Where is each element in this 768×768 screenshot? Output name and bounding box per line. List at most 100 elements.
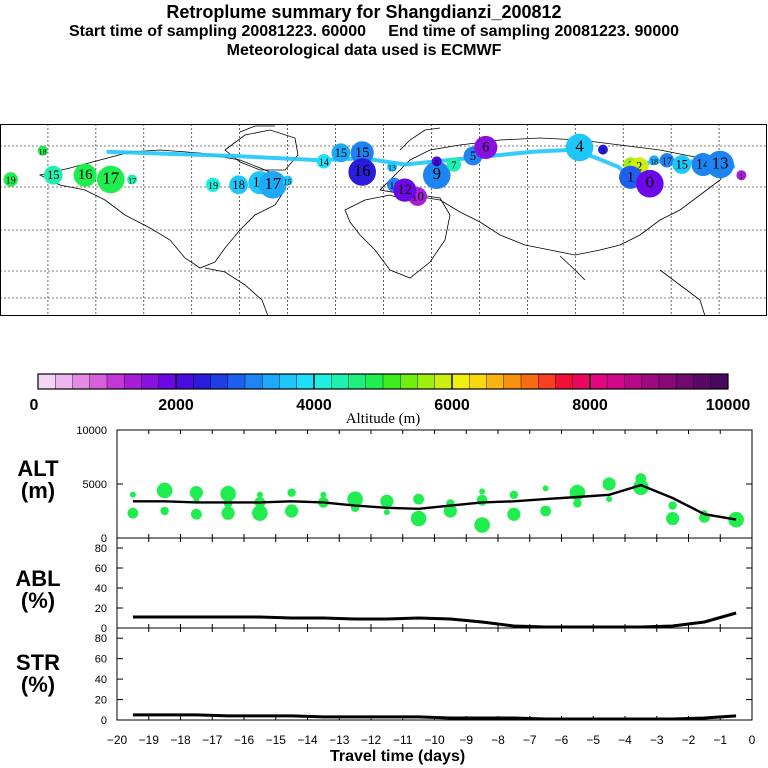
cluster-marker <box>597 144 608 155</box>
cluster-marker <box>446 157 462 172</box>
coastline <box>204 267 269 317</box>
colorbar-swatch <box>572 373 591 390</box>
alt-point <box>509 490 519 499</box>
alt-point <box>410 510 427 527</box>
abl-line <box>132 611 737 629</box>
y-tick-label: 0 <box>101 623 107 635</box>
cluster-marker <box>736 170 747 181</box>
abl-frame <box>116 537 753 629</box>
alt-point <box>190 508 202 520</box>
colorbar-swatch <box>141 373 160 390</box>
sampling-time: Start time of sampling 20081223. 60000 E… <box>68 23 680 40</box>
cluster-marker <box>672 155 692 174</box>
colorbar-tick-label: 8000 <box>572 397 608 414</box>
chart-title: Retroplume summary for Shangdianzi_20081… <box>166 2 562 22</box>
alt-point <box>287 488 296 497</box>
cluster-label: 13 <box>712 154 729 173</box>
colorbar-swatch <box>331 373 349 390</box>
alt-point <box>474 517 490 533</box>
cluster-label: 13 <box>388 164 396 173</box>
colorbar-swatch <box>365 373 384 390</box>
cluster-marker <box>659 153 675 168</box>
abl-axis-label: ABL (%) <box>15 566 61 613</box>
alt-point <box>413 493 425 505</box>
colorbar-tick-label: 2000 <box>158 397 194 414</box>
cluster-marker <box>387 161 398 172</box>
cluster-marker <box>636 169 664 198</box>
cluster-marker <box>205 177 221 192</box>
x-tick-label: −15 <box>266 733 287 747</box>
cluster-marker <box>43 165 63 185</box>
colorbar-swatch <box>658 373 677 390</box>
x-tick-label: −14 <box>297 733 318 747</box>
alt-point <box>189 486 203 500</box>
colorbar-swatch <box>262 373 280 390</box>
colorbar-swatch <box>382 373 401 390</box>
x-tick-label: −9 <box>459 733 473 747</box>
str-panel: 0 20 40 60 80 <box>95 627 753 727</box>
alt-point <box>380 494 394 508</box>
colorbar-swatch <box>124 373 142 390</box>
colorbar-swatch <box>434 373 453 390</box>
x-tick-label: −12 <box>361 733 382 747</box>
cluster-label: 18 <box>650 157 658 166</box>
colorbar-swatch <box>244 373 263 390</box>
x-tick-label: −3 <box>650 733 664 747</box>
cluster-label: 19 <box>6 175 16 186</box>
altitude-colorbar: 0 2000 4000 6000 8000 10000 Altitude (m) <box>30 373 750 427</box>
alt-point <box>383 509 390 516</box>
colorbar-swatch <box>296 373 315 390</box>
x-tick-label: −5 <box>586 733 600 747</box>
x-tick-label: −17 <box>202 733 223 747</box>
colorbar-swatch <box>607 373 625 390</box>
y-tick-label: 20 <box>95 603 107 615</box>
y-tick-label: 0 <box>101 533 107 545</box>
cluster-label: 8 <box>435 158 439 167</box>
cluster-label: 2 <box>636 160 642 174</box>
alt-point <box>540 505 552 517</box>
cluster-label: 15 <box>676 158 688 172</box>
y-tick-label: 40 <box>95 674 107 686</box>
y-tick-label: 40 <box>95 583 107 595</box>
trajectory-path <box>106 147 632 179</box>
colorbar-swatch <box>538 373 556 390</box>
cluster-marker <box>258 171 287 199</box>
alt-panel: 0 5000 10000 <box>76 425 753 545</box>
colorbar-swatch <box>193 373 211 390</box>
x-tick-label: −19 <box>139 733 160 747</box>
y-tick-label: 60 <box>95 654 107 666</box>
cluster-marker <box>37 145 48 156</box>
alt-point <box>347 491 363 507</box>
colorbar-swatch <box>624 373 643 390</box>
cluster-label: 9 <box>433 164 441 183</box>
cluster-label: 1 <box>739 172 743 181</box>
cluster-marker <box>282 175 293 186</box>
cluster-marker <box>706 150 734 179</box>
cluster-marker <box>73 163 97 187</box>
colorbar-swatch <box>486 373 505 390</box>
cluster-marker <box>431 156 442 167</box>
colorbar-swatch <box>72 373 91 390</box>
cluster-label: 17 <box>128 176 136 185</box>
cluster-marker <box>96 165 125 194</box>
colorbar-swatch <box>555 373 574 390</box>
cluster-label: 16 <box>354 161 371 180</box>
cluster-marker <box>350 141 374 165</box>
colorbar-swatch <box>175 373 194 390</box>
alt-point <box>542 485 549 492</box>
cluster-marker <box>127 174 138 185</box>
title-block: Retroplume summary for Shangdianzi_20081… <box>0 3 768 60</box>
cluster-marker <box>474 135 498 160</box>
colorbar-swatch <box>89 373 108 390</box>
colorbar-swatch <box>520 373 539 390</box>
x-tick-label: −13 <box>329 733 350 747</box>
alt-point <box>221 506 235 520</box>
colorbar-tick-label: 4000 <box>296 397 332 414</box>
cluster-label: 4 <box>575 136 584 155</box>
str-axis-label: STR (%) <box>16 650 60 697</box>
str-frame <box>116 627 753 721</box>
cluster-label: 7 <box>451 161 456 172</box>
y-tick-label: 5000 <box>83 479 107 491</box>
alt-point <box>320 491 327 498</box>
